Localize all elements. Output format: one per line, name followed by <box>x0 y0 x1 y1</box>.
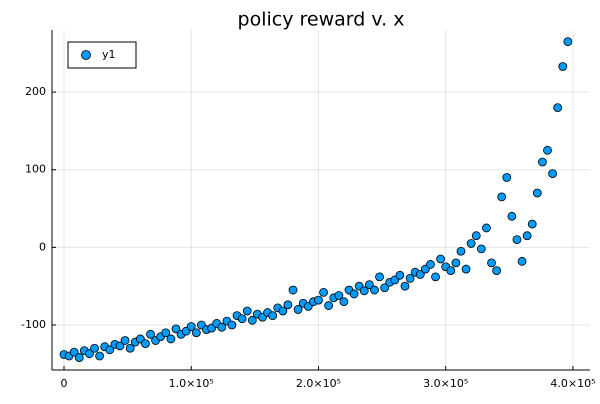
point <box>548 169 557 179</box>
legend-box <box>67 41 137 69</box>
point <box>527 219 537 229</box>
x-tick-label: 1.0×10⁵ <box>169 377 214 390</box>
point <box>171 324 181 334</box>
point <box>466 239 476 248</box>
point <box>446 266 456 276</box>
point <box>431 272 440 282</box>
chart-title: policy reward v. x <box>238 9 405 31</box>
point <box>69 347 79 357</box>
point <box>538 157 547 167</box>
point <box>426 260 435 269</box>
point <box>364 280 374 290</box>
y-tick-label: -100 <box>21 318 46 331</box>
point <box>543 145 552 155</box>
point <box>339 297 349 307</box>
point <box>146 329 155 339</box>
x-tick-label: 3.0×10⁵ <box>423 377 468 390</box>
point <box>141 339 150 349</box>
x-tick-label: 0 <box>60 377 67 390</box>
y-tick-label: 100 <box>25 163 46 176</box>
legend-marker <box>81 50 91 60</box>
point <box>558 62 568 71</box>
legend-label: y1 <box>102 48 116 61</box>
point <box>95 351 105 361</box>
point <box>314 295 323 305</box>
point <box>451 258 461 268</box>
point <box>461 264 471 274</box>
point <box>166 334 176 344</box>
point <box>532 188 542 198</box>
point <box>247 315 257 325</box>
point <box>319 287 328 297</box>
point <box>436 254 446 264</box>
point <box>492 266 502 276</box>
point <box>512 235 522 244</box>
point <box>395 270 405 280</box>
point <box>283 300 293 310</box>
point <box>74 353 84 362</box>
point <box>482 223 491 233</box>
point <box>268 311 278 321</box>
x-tick-label: 2.0×10⁵ <box>296 377 341 390</box>
point <box>293 305 303 314</box>
point <box>405 274 415 283</box>
point <box>375 272 384 282</box>
point <box>191 328 201 338</box>
y-tick-label: 0 <box>39 240 46 253</box>
point <box>186 322 196 331</box>
point <box>553 103 563 113</box>
point <box>105 345 115 355</box>
point <box>227 320 237 330</box>
point <box>120 336 130 345</box>
point <box>242 306 252 316</box>
x-tick-label: 4.0×10⁵ <box>550 377 595 390</box>
point <box>522 231 532 241</box>
point <box>415 270 425 279</box>
point <box>400 281 410 291</box>
point <box>380 283 390 293</box>
point <box>324 301 334 310</box>
point <box>563 37 573 47</box>
point <box>288 285 298 295</box>
point <box>497 192 507 202</box>
point <box>125 343 135 353</box>
point <box>90 343 99 353</box>
point <box>476 244 486 254</box>
point <box>115 341 125 351</box>
point <box>471 231 481 241</box>
point <box>161 328 171 338</box>
point <box>85 349 94 359</box>
point <box>217 322 227 332</box>
point <box>507 211 517 221</box>
point <box>334 291 344 300</box>
point <box>278 306 288 316</box>
point <box>456 246 466 256</box>
point <box>359 286 369 296</box>
point <box>487 258 496 268</box>
point <box>370 285 379 295</box>
point <box>349 289 359 299</box>
y-tick-label: 200 <box>25 85 46 98</box>
point <box>237 314 247 324</box>
point <box>502 173 512 182</box>
point <box>517 256 527 266</box>
